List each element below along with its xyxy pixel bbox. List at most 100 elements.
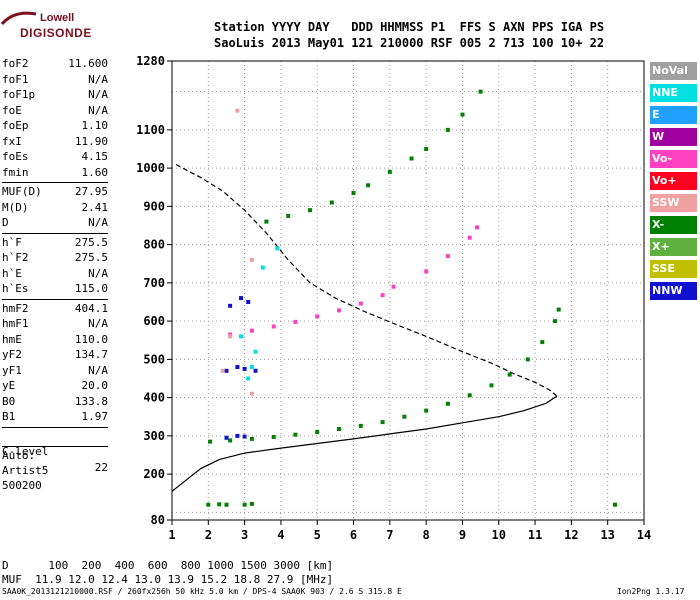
param-label: foE [2,103,22,117]
divider [2,446,108,447]
param-value: N/A [88,317,108,330]
echo-point [220,368,225,373]
param-row: fxI 11.90 [2,134,108,150]
x-tick-label: 12 [564,528,578,542]
echo-point [525,357,530,362]
auto-version: 500200 [2,479,42,492]
footer-file-info: SAA0K_2013121210000.RSF / 260fx256h 50 k… [2,587,402,596]
y-tick-label: 600 [143,314,165,328]
param-row: hmF2 404.1 [2,301,108,317]
echo-point [206,502,211,507]
header-labels: Station YYYY DAY DDD HHMMSS P1 FFS S AXN… [214,20,605,34]
param-row: yF1 N/A [2,363,108,379]
x-tick-label: 2 [205,528,212,542]
echo-point [380,293,385,298]
echo-point [235,365,240,369]
logo-line2: DIGISONDE [20,26,92,40]
echo-point [337,308,341,313]
param-value: 11.600 [68,57,108,70]
echo-point [239,296,243,301]
echo-point [239,334,243,339]
echo-point [358,301,363,306]
echo-point [228,303,233,308]
digisonde-logo: Lowell DIGISONDE [0,10,100,46]
param-label: h`E [2,266,22,280]
auto-artist: Artist5 [2,464,49,477]
echo-point [242,366,247,371]
param-row: D N/A [2,215,108,231]
echo-point [308,208,312,213]
divider [2,182,108,183]
legend-item: W [650,128,697,146]
echo-point [224,368,229,373]
param-value: 11.90 [74,134,108,148]
header-values: SaoLuis 2013 May01 121 210000 RSF 005 2 … [214,36,605,50]
echo-point [337,427,341,431]
echo-point [467,235,472,240]
x-tick-label: 11 [528,528,542,542]
param-row: fmin 1.60 [2,165,108,181]
param-value: N/A [88,216,108,229]
echo-point [271,324,276,329]
param-value: 22 [94,460,108,474]
echo-point [235,108,240,113]
echo-point [424,408,429,413]
footer-version: Ion2Png 1.3.17 [617,587,685,596]
x-tick-label: 7 [386,528,393,542]
param-row: h`Es 115.0 [2,281,108,297]
param-value: N/A [88,103,108,117]
param-label: C-level [2,445,49,458]
echo-point [409,156,414,161]
y-tick-label: 300 [143,429,165,443]
param-value: N/A [88,266,108,280]
divider [2,298,108,300]
echo-point [293,432,298,437]
x-tick-label: 5 [314,528,321,542]
param-label: foF1p [2,88,36,101]
x-tick-label: 6 [350,528,357,542]
y-tick-label: 500 [143,352,165,366]
echo-point [235,433,240,438]
param-row: yE 20.0 [2,378,108,394]
echo-point [351,191,356,195]
param-row: foF1p N/A [2,87,108,103]
echo-point [475,225,479,230]
param-row: yF2 134.7 [2,347,108,363]
y-tick-label: 400 [143,391,165,405]
param-value: 4.15 [81,150,109,163]
param-label: foEp [2,119,29,132]
param-value: 110.0 [74,332,108,346]
echo-point [264,219,269,224]
divider [2,232,108,234]
polarization-legend: NoVal NNE E W Vo- Vo+ SSW X- X+ SSE NNW [650,62,697,304]
param-label: foEs [2,150,29,163]
echo-point [249,365,254,369]
param-value: 20.0 [81,379,109,392]
echo-point [253,349,258,354]
echo-point [315,314,320,319]
param-label: MUF(D) [2,185,42,198]
echo-point [275,246,280,251]
x-tick-label: 9 [459,528,466,542]
y-tick-label: 800 [143,238,165,252]
echo-point [489,383,494,388]
param-label: foF2 [2,57,29,70]
param-row: h`F2 275.5 [2,250,108,266]
echo-point [228,334,233,339]
param-label: yF1 [2,363,22,377]
logo-swoosh-icon [0,11,37,26]
param-label: foF1 [2,72,29,86]
param-row: h`F 275.5 [2,235,108,251]
legend-item: Vo+ [650,172,697,190]
echo-point [260,265,265,270]
param-group-critical-frequencies: foF2 11.600 foF1 N/A foF1p N/A foE N/A foEp 1.10 f… [2,56,108,180]
echo-point [208,439,213,444]
param-label: M(D) [2,200,29,214]
param-label: h`F2 [2,251,29,264]
y-tick-label: 80 [151,513,165,527]
echo-point [249,391,254,396]
plot-frame [171,60,645,521]
echo-point [553,319,557,324]
param-value: 27.95 [74,185,108,198]
